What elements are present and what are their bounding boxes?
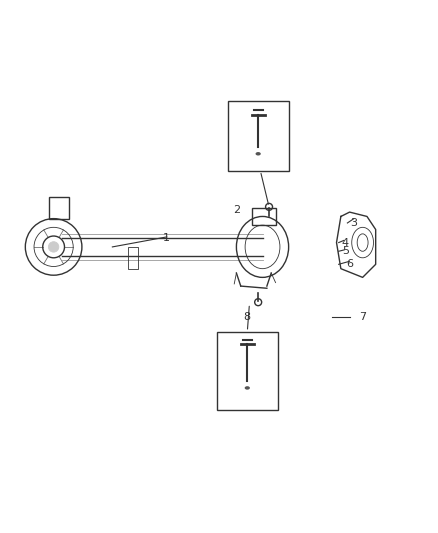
Text: 5: 5	[342, 246, 349, 256]
Text: 3: 3	[350, 218, 357, 228]
Bar	[228, 101, 289, 171]
Ellipse shape	[255, 152, 261, 156]
Bar	[49, 197, 69, 219]
Ellipse shape	[245, 386, 250, 390]
Text: 8: 8	[244, 312, 251, 321]
Bar	[217, 332, 278, 410]
Text: 2: 2	[233, 205, 240, 215]
Bar	[252, 208, 276, 225]
Text: 4: 4	[342, 238, 349, 247]
Text: 6: 6	[346, 260, 353, 269]
Bar	[127, 247, 138, 269]
Text: 7: 7	[359, 312, 366, 321]
Text: 1: 1	[163, 233, 170, 243]
Circle shape	[48, 241, 59, 252]
